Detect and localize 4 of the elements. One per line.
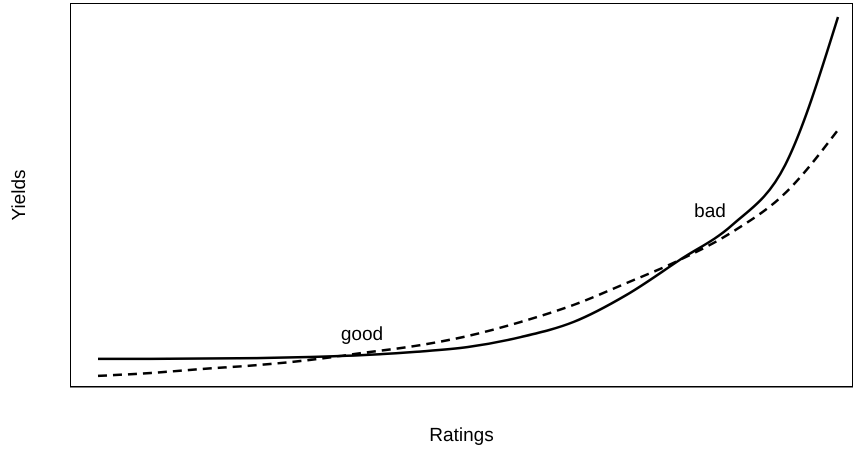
x-axis-title: Ratings xyxy=(428,425,495,447)
annotation: good xyxy=(340,324,384,346)
annotation: bad xyxy=(694,201,726,223)
y-axis-title: Yields xyxy=(9,169,31,221)
